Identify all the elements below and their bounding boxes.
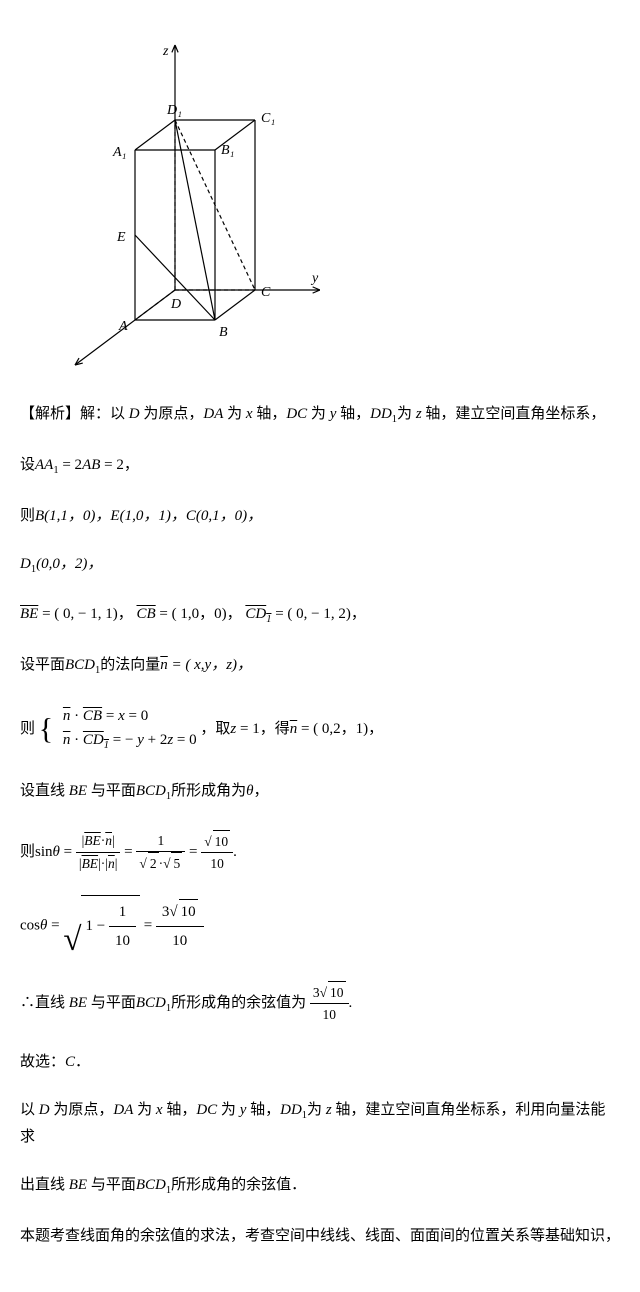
point-D1: D1(0,0，2)， [20,552,620,579]
plane-normal-setup: 设平面BCD1的法向量n = ( x,y，z)， [20,653,620,680]
svg-text:B: B [219,325,228,340]
svg-text:C₁: C₁ [261,111,275,126]
svg-text:E: E [116,230,126,245]
svg-text:x: x [74,368,82,370]
vectors-line: BE = ( 0, − 1, 1)， CB = ( 1,0，0)， CD1 = … [20,602,620,629]
system-equations: 则 { n · CB = x = 0 n · CD1 = − y + 2z = … [20,704,620,755]
conclusion: ∴直线 BE 与平面BCD1所形成角的余弦值为 310 10 . [20,981,620,1026]
explain-3: 本题考查线面角的余弦值的求法，考查空间中线线、线面、面面间的位置关系等基础知识， [20,1224,620,1248]
vector-BE: BE [20,606,38,622]
cos-equation: cosθ = √ 1 − 110 = 310 10 [20,895,620,957]
answer-line: 故选：C． [20,1050,620,1074]
svg-text:D₁: D₁ [166,103,182,118]
angle-setup: 设直线 BE 与平面BCD1所形成角为θ， [20,779,620,806]
svg-text:D: D [170,297,181,312]
explain-1: 以 D 为原点，DA 为 x 轴，DC 为 y 轴，DD1为 z 轴，建立空间直… [20,1098,620,1149]
vector-CB: CB [137,606,156,622]
geometry-figure: z y x D₁ C₁ A₁ B₁ E D C A B [20,20,620,378]
svg-text:z: z [162,44,169,59]
svg-text:A₁: A₁ [112,145,126,160]
points-BEC: 则B(1,1，0)，E(1,0，1)，C(0,1，0)， [20,504,620,528]
svg-text:C: C [261,285,271,300]
coordinate-diagram: z y x D₁ C₁ A₁ B₁ E D C A B [20,20,320,370]
svg-text:B₁: B₁ [221,143,234,158]
vector-CD1: CD1 [245,606,271,622]
svg-text:A: A [118,319,128,334]
svg-text:y: y [310,271,319,286]
sin-equation: 则sinθ = |BE·n| |BE|·|n| = 1 2·5 = 10 10 … [20,830,620,875]
solution-intro: 【解析】解：以 D 为原点，DA 为 x 轴，DC 为 y 轴，DD1为 z 轴… [20,402,620,429]
set-AA1: 设AA1 = 2AB = 2， [20,453,620,480]
explain-2: 出直线 BE 与平面BCD1所形成角的余弦值． [20,1173,620,1200]
